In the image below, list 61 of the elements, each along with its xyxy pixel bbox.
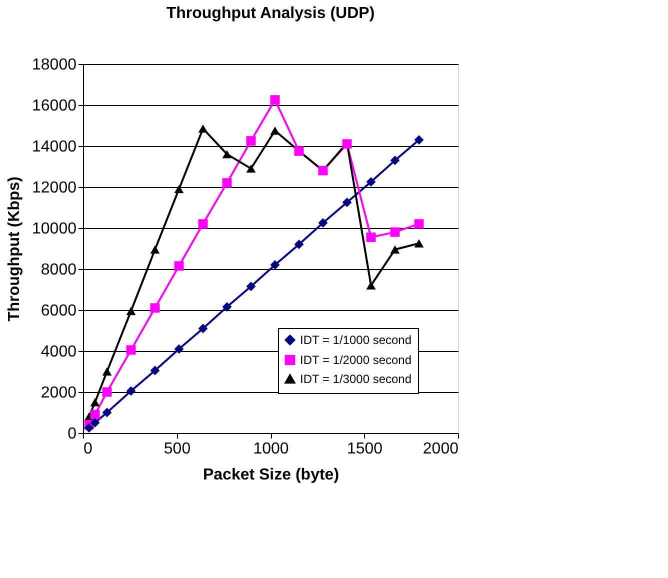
- point: [366, 281, 376, 290]
- point: [102, 387, 112, 397]
- y-tick-label: 4000: [40, 344, 77, 360]
- chart-title: Throughput Analysis (UDP): [166, 5, 375, 22]
- point: [414, 239, 424, 248]
- y-tick-label: 10000: [32, 220, 77, 238]
- point: [294, 240, 304, 250]
- point: [126, 306, 136, 316]
- point: [90, 410, 100, 420]
- point: [270, 260, 280, 270]
- point: [246, 282, 256, 292]
- y-tick-label: 18000: [32, 56, 77, 74]
- point: [246, 136, 256, 146]
- y-tick-label: 2000: [40, 384, 77, 402]
- point: [198, 124, 208, 133]
- point: [126, 386, 136, 396]
- point: [246, 164, 256, 173]
- point: [174, 184, 184, 194]
- point: [222, 150, 232, 158]
- y-axis-title: Throughput (Kbps): [6, 176, 24, 322]
- point: [414, 135, 424, 145]
- point: [390, 245, 400, 254]
- point: [198, 219, 208, 229]
- point: [150, 366, 160, 376]
- point: [150, 245, 160, 254]
- point: [222, 178, 232, 188]
- y-tick-label: 0: [68, 426, 77, 442]
- legend-label: IDT = 1/1000 second: [300, 333, 412, 347]
- x-tick-label: 0: [84, 440, 92, 458]
- point: [90, 398, 100, 406]
- y-tick-label: 16000: [32, 98, 77, 114]
- x-tick-label: 2000: [422, 440, 459, 458]
- point: [174, 261, 184, 271]
- point: [84, 423, 94, 433]
- point: [270, 126, 280, 135]
- point: [366, 232, 376, 242]
- x-tick-label: 500: [164, 440, 191, 458]
- point: [390, 227, 400, 237]
- legend-label: IDT = 1/3000 second: [300, 372, 412, 386]
- point: [390, 156, 400, 166]
- point: [150, 303, 160, 313]
- point: [342, 198, 352, 208]
- y-tick-label: 14000: [32, 138, 77, 156]
- point: [318, 218, 328, 228]
- point: [90, 418, 100, 428]
- point: [198, 324, 208, 334]
- point: [222, 302, 232, 312]
- legend-label: IDT = 1/2000 second: [300, 353, 412, 367]
- point: [126, 345, 136, 355]
- y-tick-label: 12000: [32, 180, 77, 196]
- point: [174, 344, 184, 354]
- y-tick-label: 6000: [40, 302, 77, 320]
- point: [102, 408, 112, 418]
- x-tick-label: 1500: [346, 440, 383, 458]
- point: [270, 95, 280, 105]
- x-axis-title: Packet Size (byte): [202, 466, 340, 484]
- y-tick-label: 8000: [40, 262, 77, 278]
- point: [366, 177, 376, 187]
- point: [414, 219, 424, 229]
- point: [102, 367, 112, 376]
- x-tick-label: 1000: [253, 440, 289, 458]
